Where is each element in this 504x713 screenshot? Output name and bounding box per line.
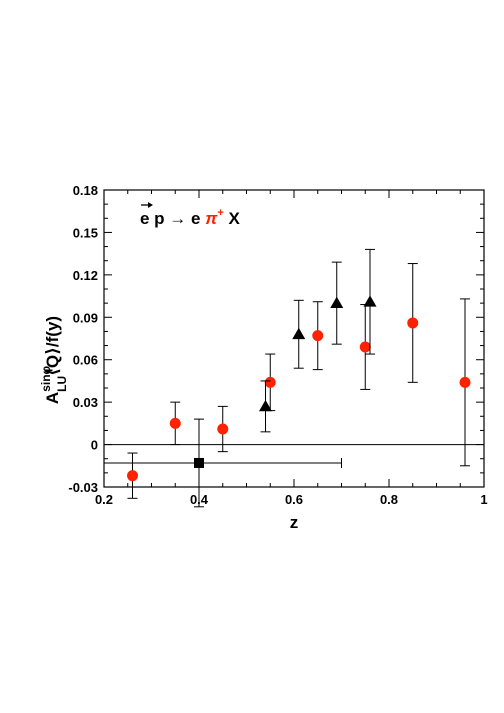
- marks-layer: [104, 248, 471, 508]
- x-axis-label: z: [290, 513, 299, 532]
- x-tick-label: 1: [480, 492, 487, 507]
- data-point: [363, 248, 377, 355]
- y-tick-label: 0: [91, 438, 98, 453]
- y-label-superscript: sinφ: [39, 365, 53, 391]
- anno-e: e: [191, 209, 200, 228]
- triangle-marker: [330, 296, 344, 309]
- data-point: [104, 418, 342, 508]
- y-tick-label: 0.06: [73, 353, 98, 368]
- triangle-marker: [363, 295, 377, 307]
- y-tick-label: 0.12: [73, 268, 98, 283]
- data-point: [312, 301, 324, 371]
- anno-pi: π: [205, 209, 218, 228]
- triangle-marker: [259, 399, 272, 412]
- reaction-annotation: e p → e π+ X: [140, 201, 241, 228]
- plot-frame: [103, 189, 485, 488]
- anno-pi-sup: +: [217, 207, 223, 219]
- data-point: [169, 401, 181, 446]
- y-label-subscript: LU: [55, 376, 69, 392]
- data-point: [459, 298, 471, 467]
- circle-marker: [169, 417, 181, 429]
- anno-lhs: e p: [140, 209, 165, 228]
- y-label-base: A: [43, 392, 62, 404]
- data-point: [217, 405, 229, 453]
- data-point: [330, 261, 344, 345]
- x-tick-label: 0.4: [190, 492, 209, 507]
- circle-marker: [127, 470, 138, 482]
- circle-marker: [459, 376, 471, 388]
- triangle-marker: [292, 327, 306, 340]
- circle-marker: [407, 317, 419, 329]
- y-tick-label: 0.18: [73, 183, 98, 198]
- data-point: [127, 452, 138, 499]
- x-tick-label: 0.8: [380, 492, 398, 507]
- y-axis-label: Asinφ LU⟨Q⟩/f(y): [39, 316, 69, 404]
- x-tick-label: 0.6: [285, 492, 303, 507]
- square-marker: [194, 457, 204, 468]
- x-tick-label: 0.2: [95, 492, 113, 507]
- y-tick-label: 0.15: [73, 225, 98, 240]
- circle-marker: [217, 423, 229, 435]
- data-point: [292, 299, 306, 369]
- circle-marker: [264, 376, 276, 388]
- labels-layer: 0.2 0.4 0.6 0.8 1 -0.03 0 0.03 0.06 0.09 0.12 0.15 0…: [68, 183, 487, 507]
- ticks-layer: [103, 189, 485, 488]
- svg-text:e p → e π+: e p → e π+ X: [140, 201, 241, 228]
- vector-arrow-head: [148, 202, 153, 208]
- circle-marker: [312, 330, 324, 342]
- anno-X: X: [229, 209, 241, 228]
- y-label-rest: ⟨Q⟩/f(y): [43, 316, 62, 376]
- data-point: [407, 263, 419, 383]
- circle-marker: [359, 341, 371, 353]
- y-tick-label: 0.03: [73, 395, 98, 410]
- anno-arrow: →: [169, 209, 186, 228]
- y-tick-label: 0.09: [73, 310, 98, 325]
- data-point: [259, 380, 272, 433]
- y-tick-label: -0.03: [68, 480, 98, 495]
- data-point: [359, 304, 371, 390]
